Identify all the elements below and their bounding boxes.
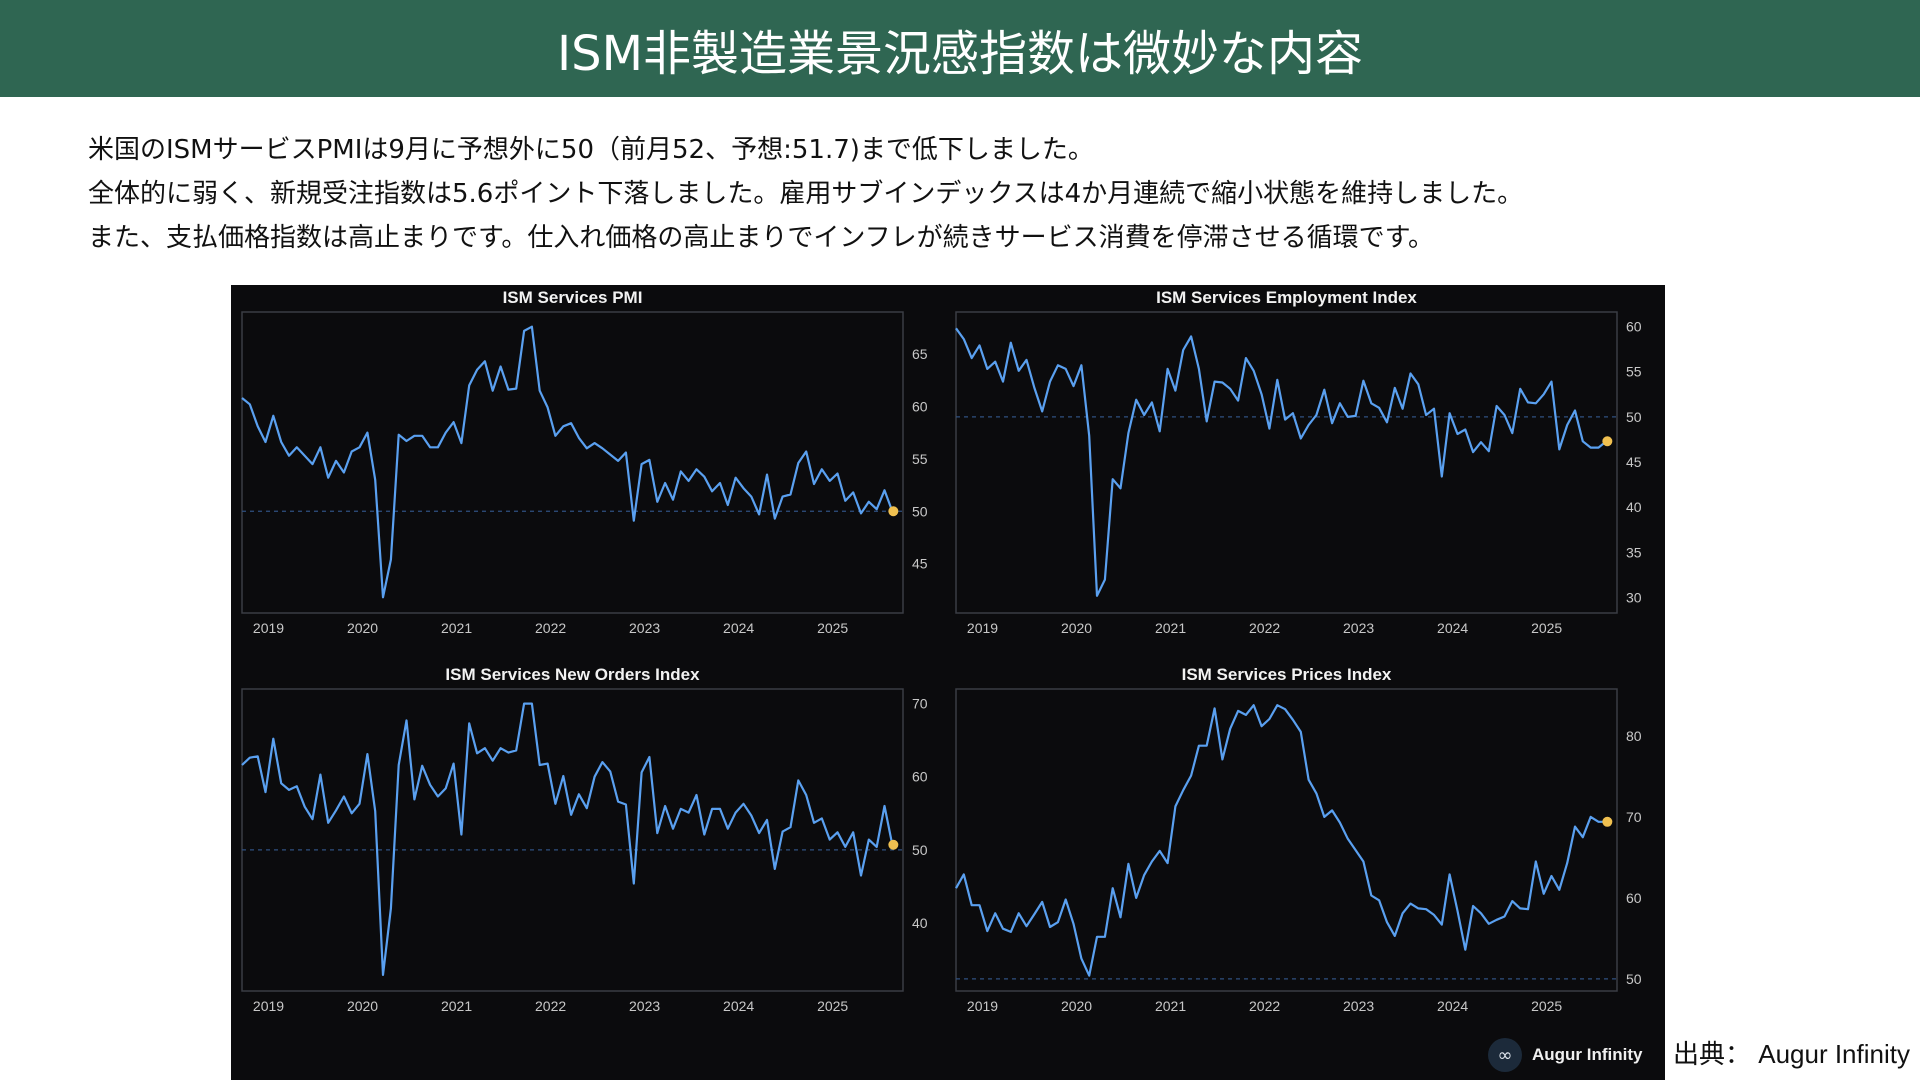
y-tick-label: 35: [1626, 544, 1642, 560]
x-tick-label: 2024: [723, 620, 754, 636]
x-tick-label: 2021: [441, 620, 472, 636]
summary-line-2: 全体的に弱く、新規受注指数は5.6ポイント下落しました。雇用サブインデックスは4…: [88, 179, 1524, 209]
plot-area-frame: [241, 688, 904, 992]
y-tick-label: 55: [912, 451, 928, 467]
y-tick-label: 60: [912, 769, 928, 785]
x-tick-label: 2023: [1343, 620, 1374, 636]
last-value-point: [1602, 816, 1613, 827]
y-tick-label: 45: [1626, 454, 1642, 470]
y-tick-label: 50: [1626, 409, 1642, 425]
y-tick-label: 70: [1626, 809, 1642, 825]
plot-area-frame: [955, 688, 1618, 992]
x-tick-label: 2025: [817, 620, 848, 636]
ism-services-employment-index-series-line: [955, 327, 1607, 597]
x-tick-label: 2025: [1531, 620, 1562, 636]
y-tick-label: 60: [1626, 890, 1642, 906]
x-tick-label: 2022: [1249, 998, 1280, 1014]
x-tick-label: 2021: [1155, 998, 1186, 1014]
page-title: ISM非製造業景況感指数は微妙な内容: [556, 25, 1364, 82]
y-tick-label: 40: [1626, 499, 1642, 515]
x-tick-label: 2020: [347, 620, 378, 636]
y-tick-label: 60: [1626, 318, 1642, 334]
x-tick-label: 2020: [1061, 998, 1092, 1014]
y-tick-label: 50: [912, 503, 928, 519]
x-tick-label: 2020: [347, 998, 378, 1014]
y-tick-label: 50: [912, 842, 928, 858]
y-tick-label: 50: [1626, 971, 1642, 987]
chart-title: ISM Services New Orders Index: [445, 665, 700, 684]
charts-svg: ISM Services PMI 45 50 55 60 65 2019 2020 2021 20…: [241, 288, 1642, 1014]
x-tick-label: 2023: [629, 620, 660, 636]
x-tick-label: 2023: [1343, 998, 1374, 1014]
y-tick-label: 40: [912, 915, 928, 931]
plot-area-frame: [241, 311, 904, 614]
summary-line-1: 米国のISMサービスPMIは9月に予想外に50（前月52、予想:51.7)まで低…: [88, 135, 1094, 165]
ism-services-new-orders-index-series-line: [241, 702, 894, 977]
y-tick-label: 30: [1626, 590, 1642, 606]
x-tick-label: 2024: [1437, 620, 1468, 636]
y-tick-label: 60: [912, 398, 928, 414]
x-tick-label: 2019: [967, 620, 998, 636]
y-tick-label: 55: [1626, 364, 1642, 380]
plot-area-frame: [955, 311, 1618, 614]
x-tick-label: 2024: [1437, 998, 1468, 1014]
summary-line-3: また、支払価格指数は高止まりです。仕入れ価格の高止まりでインフレが続きサービス消…: [88, 223, 1435, 253]
x-tick-label: 2024: [723, 998, 754, 1014]
y-tick-label: 70: [912, 696, 928, 712]
x-tick-label: 2022: [535, 620, 566, 636]
chart-title: ISM Services PMI: [503, 288, 643, 307]
last-value-point: [888, 506, 899, 517]
x-tick-label: 2020: [1061, 620, 1092, 636]
augur-infinity-logo: ∞ Augur Infinity: [1488, 1038, 1642, 1072]
ism-services-prices-index-series-line: [955, 704, 1607, 977]
logo-text: Augur Infinity: [1532, 1045, 1643, 1064]
x-tick-label: 2023: [629, 998, 660, 1014]
x-tick-label: 2019: [253, 620, 284, 636]
infinity-icon: ∞: [1488, 1038, 1522, 1072]
charts-panel: ISM Services PMI 45 50 55 60 65 2019 2020 2021 20…: [231, 285, 1665, 1080]
chart-title: ISM Services Prices Index: [1182, 665, 1392, 684]
y-tick-label: 45: [912, 556, 928, 572]
x-tick-label: 2022: [535, 998, 566, 1014]
title-banner: ISM非製造業景況感指数は微妙な内容: [0, 0, 1920, 97]
x-tick-label: 2025: [1531, 998, 1562, 1014]
x-tick-label: 2025: [817, 998, 848, 1014]
x-tick-label: 2021: [441, 998, 472, 1014]
ism-services-pmi-series-line: [241, 325, 894, 599]
x-tick-label: 2019: [967, 998, 998, 1014]
x-tick-label: 2022: [1249, 620, 1280, 636]
y-tick-label: 65: [912, 346, 928, 362]
summary-text: 米国のISMサービスPMIは9月に予想外に50（前月52、予想:51.7)まで低…: [88, 128, 1523, 260]
x-tick-label: 2019: [253, 998, 284, 1014]
last-value-point: [888, 839, 899, 850]
source-citation: 出典： Augur Infinity: [1673, 1039, 1910, 1069]
chart-title: ISM Services Employment Index: [1156, 288, 1417, 307]
x-tick-label: 2021: [1155, 620, 1186, 636]
last-value-point: [1602, 436, 1613, 447]
y-tick-label: 80: [1626, 728, 1642, 744]
